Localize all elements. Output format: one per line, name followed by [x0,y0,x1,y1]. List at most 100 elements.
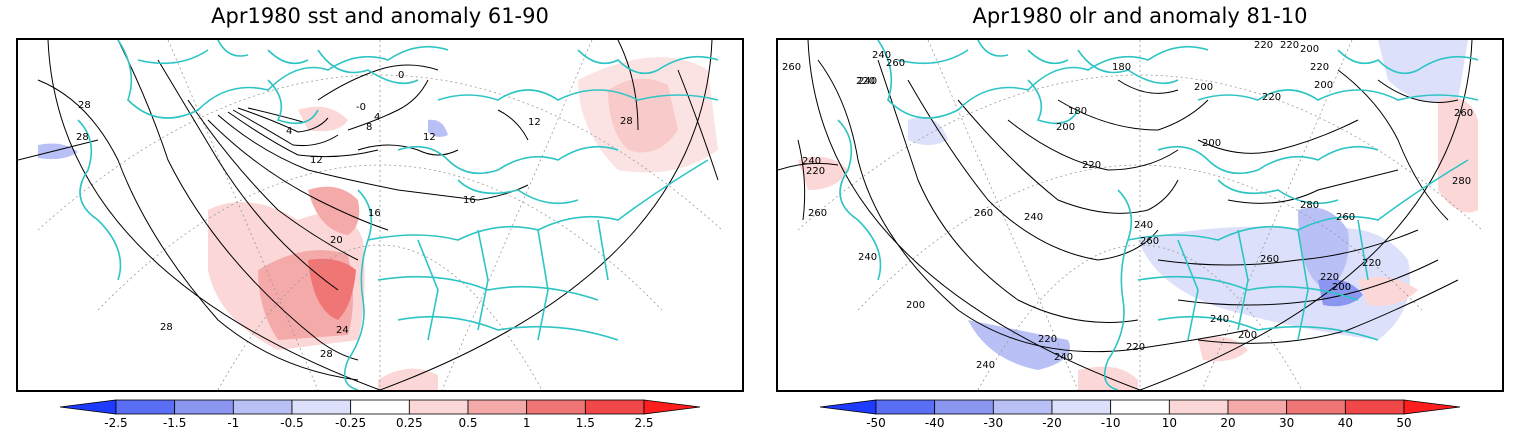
contour-label: 260 [782,62,801,73]
sst-contours [18,40,719,381]
contour-label: 28 [78,100,91,111]
contour-label: 4 [286,126,292,137]
contour-label: 220 [1254,40,1273,51]
contour-label: 200 [1314,80,1333,91]
contour-label: 200 [906,300,925,311]
contour-label: 240 [976,360,995,371]
colorbar-tick-label: -40 [925,416,945,430]
contour-label: 200 [1300,44,1319,55]
contour-label: 240 [1024,212,1043,223]
contour-label: 200 [1194,82,1213,93]
colorbar-tick-label: 10 [1162,416,1177,430]
contour-label: 12 [310,155,323,166]
contour-label: 4 [374,112,380,123]
colorbar-box [467,399,528,415]
contour-label: 20 [330,235,343,246]
contour-label: 200 [1056,122,1075,133]
olr-map-svg: 260 240 260 220 180 220 200 220 240 200 … [778,40,1483,390]
colorbar-high-triangle [643,399,701,415]
contour-label: 200 [1202,138,1221,149]
colorbar-tick-label: -50 [866,416,886,430]
colorbar-box [1227,399,1288,415]
colorbar-box [934,399,994,415]
olr-anomaly-shading [798,40,1478,390]
contour-label: 280 [1452,176,1471,187]
contour-label: 200 [1332,282,1351,293]
colorbar-tick-label: 0.25 [396,416,423,430]
olr-contour-labels: 260 240 260 220 180 220 200 220 240 200 … [782,40,1473,371]
contour-label: 260 [974,208,993,219]
colorbar-tick-label: 1 [523,416,531,430]
contour-label: 28 [620,116,633,127]
colorbar-box [408,399,469,415]
contour-label: 220 [1310,62,1329,73]
colorbar-low-triangle [59,399,117,415]
contour-label: 220 [1320,272,1339,283]
contour-label: 240 [1134,220,1153,231]
contour-label: 180 [1112,62,1131,73]
contour-label: 12 [528,117,541,128]
contour-label: 16 [463,195,476,206]
contour-label: 28 [320,349,333,360]
sst-contour-labels: 28 28 0 -0 4 8 4 12 12 16 16 20 24 28 28… [76,70,633,360]
colorbar-box [1051,399,1112,415]
contour-label: 220 [1362,258,1381,269]
colorbar-box [350,399,410,415]
colorbar-tick-label: -20 [1042,416,1062,430]
contour-label: 220 [1262,92,1281,103]
contour-label: 240 [872,50,891,61]
contour-label: 240 [802,156,821,167]
contour-label: 28 [76,132,89,143]
colorbar-tick-label: 30 [1279,416,1294,430]
contour-label: 8 [366,122,372,133]
sst-domain-edge [47,40,713,390]
contour-label: 240 [858,76,877,87]
colorbar-tick-label: 40 [1338,416,1353,430]
colorbar-tick-label: -1 [227,416,239,430]
colorbar-tick-label: -0.5 [280,416,303,430]
colorbar-box [992,399,1053,415]
contour-label: 0 [398,70,404,81]
colorbar-box [875,399,936,415]
colorbar-tick-label: 2.5 [634,416,653,430]
contour-label: 240 [1210,314,1229,325]
contour-label: 12 [423,132,436,143]
colorbar-tick-label: 1.5 [576,416,595,430]
contour-label: 180 [1068,106,1087,117]
contour-label: 240 [1054,352,1073,363]
contour-label: 280 [1300,200,1319,211]
right-panel-title: Apr1980 olr and anomaly 81-10 [972,4,1308,28]
olr-domain-edge [807,40,1473,390]
colorbar-box [232,399,293,415]
colorbar-box [526,399,586,415]
colorbar-tick-label: -2.5 [104,416,127,430]
sst-colorbar: -2.5 -1.5 -1 -0.5 -0.25 0.25 0.5 1 1.5 2.5 [59,399,701,430]
contour-label: 220 [1082,160,1101,171]
contour-label: 220 [1126,342,1145,353]
colorbar-high-triangle [1403,399,1461,415]
contour-label: 260 [1336,212,1355,223]
colorbar-box [1344,399,1405,415]
contour-label: 220 [856,76,875,87]
colorbar-tick-label: 0.5 [458,416,477,430]
contour-label: 240 [858,252,877,263]
left-panel-title: Apr1980 sst and anomaly 61-90 [211,4,549,28]
olr-colorbar: -50 -40 -30 -20 -10 10 20 30 40 50 [819,399,1461,430]
colorbar-tick-label: 50 [1396,416,1411,430]
contour-label: 220 [806,166,825,177]
contour-label: -0 [356,102,366,113]
contour-label: 260 [1140,236,1159,247]
colorbar-box [1168,399,1229,415]
sst-graticule [37,40,723,390]
colorbar-tick-label: -10 [1101,416,1121,430]
colorbar-tick-label: 20 [1220,416,1235,430]
contour-label: 260 [808,208,827,219]
colorbar-tick-label: -30 [984,416,1004,430]
sst-coastlines [77,40,719,390]
contour-label: 28 [160,322,173,333]
contour-label: 260 [886,58,905,69]
colorbar-box [174,399,234,415]
sst-map-svg: 28 28 0 -0 4 8 4 12 12 16 16 20 24 28 28… [18,40,723,390]
colorbar-tick-label: -0.25 [335,416,366,430]
contour-label: 260 [1260,254,1279,265]
